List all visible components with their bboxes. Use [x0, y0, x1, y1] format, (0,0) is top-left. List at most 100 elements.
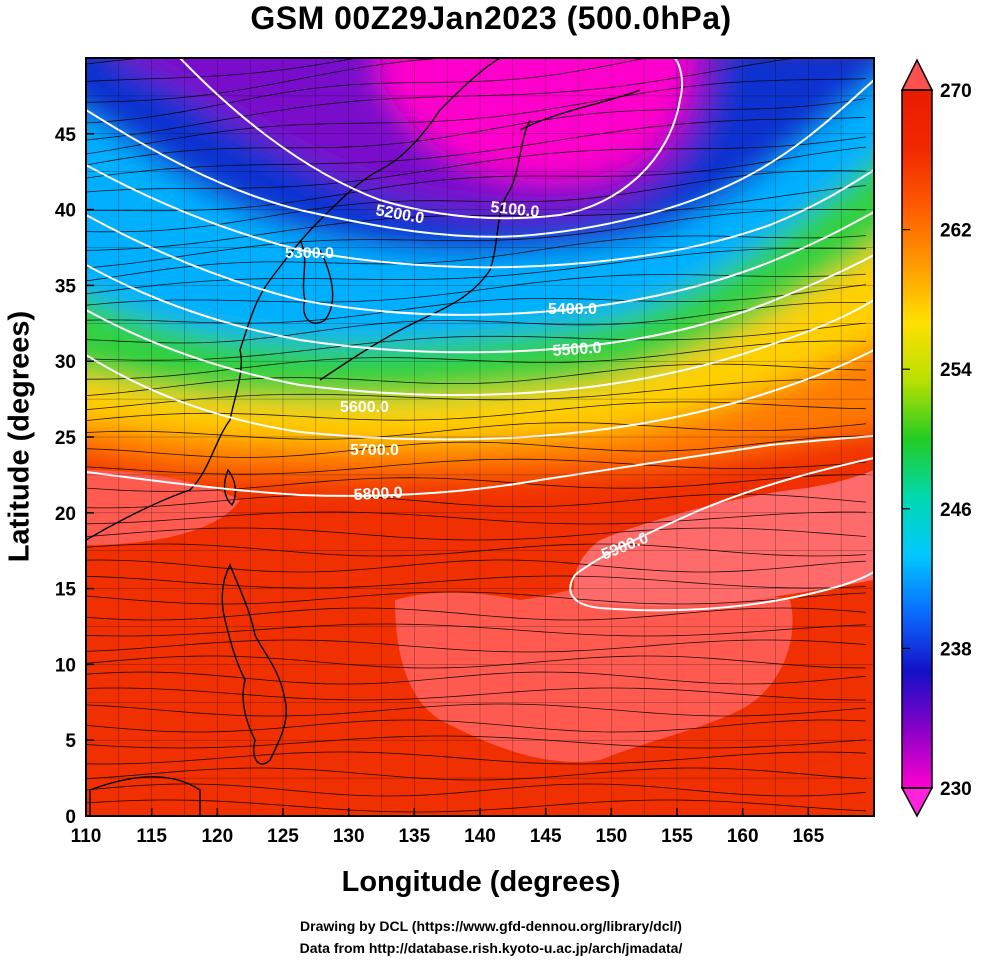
y-tick-label: 45	[55, 125, 77, 146]
x-tick-label: 115	[136, 826, 167, 847]
streamline	[86, 284, 867, 324]
contour-label-5600: 5600.0	[340, 399, 389, 416]
streamline	[86, 379, 867, 411]
colorbar-tick-label: 238	[940, 639, 972, 660]
contour-label-5800: 5800.0	[353, 484, 403, 504]
streamline	[86, 458, 867, 475]
contour-label-5500: 5500.0	[552, 340, 602, 360]
streamline	[86, 340, 867, 380]
temperature-field	[86, 58, 874, 816]
streamline	[86, 209, 867, 269]
streamline	[86, 146, 867, 212]
streamline	[86, 719, 867, 733]
y-tick-label: 0	[65, 807, 76, 828]
colorbar-tick-label: 270	[940, 81, 972, 102]
y-tick-label: 20	[55, 504, 76, 525]
streamline	[86, 703, 867, 717]
contour-5900	[569, 457, 874, 612]
streamline	[86, 78, 867, 155]
x-tick-label: 135	[398, 826, 430, 847]
contour-5600	[86, 299, 874, 397]
x-axis-title: Longitude (degrees)	[341, 866, 621, 898]
contour-5700	[86, 349, 874, 441]
figure-title: GSM 00Z29Jan2023 (500.0hPa)	[250, 0, 732, 36]
contour-5100	[179, 58, 684, 220]
x-tick-label: 120	[201, 826, 233, 847]
y-axis-ticks: 0 5 10 15 20 25 30 35 40 45	[55, 125, 94, 828]
y-tick-label: 10	[55, 655, 76, 676]
colorbar-tick-label: 262	[940, 221, 972, 242]
contour-5800	[86, 435, 874, 497]
x-tick-label: 130	[333, 826, 365, 847]
credit-data: Data from http://database.rish.kyoto-u.a…	[299, 940, 683, 956]
x-tick-label: 125	[267, 826, 299, 847]
coast-asia	[86, 58, 501, 541]
contour-label-5300: 5300.0	[285, 245, 334, 262]
streamline	[86, 493, 867, 509]
streamline	[86, 655, 867, 669]
colorbar-top-triangle	[900, 58, 934, 91]
streamline	[86, 511, 867, 525]
x-tick-label: 160	[727, 826, 759, 847]
y-axis-title: Latitude (degrees)	[3, 310, 36, 563]
coast-japan	[319, 119, 531, 381]
height-contours	[86, 58, 874, 612]
y-tick-label: 25	[55, 428, 77, 449]
streamline	[86, 302, 867, 344]
lat-lon-grid	[86, 58, 874, 816]
streamline	[86, 767, 867, 781]
streamline	[86, 735, 867, 749]
y-tick-label: 35	[55, 276, 77, 297]
warm-patch-east	[573, 470, 874, 607]
colorbar-tick-label: 254	[940, 360, 972, 381]
wind-streamlines	[86, 58, 867, 813]
colorbar-ticks: 270 262 254 246 238 230	[902, 81, 972, 800]
coast-borneo	[89, 776, 201, 816]
streamline	[86, 98, 867, 166]
streamline	[86, 363, 867, 396]
streamline	[86, 117, 867, 179]
streamline	[86, 751, 867, 765]
y-tick-label: 5	[65, 731, 76, 752]
y-tick-label: 30	[55, 352, 76, 373]
colorbar-frame	[901, 89, 933, 789]
colorbar-bottom-triangle	[900, 787, 934, 818]
contour-label-5100: 5100.0	[490, 199, 541, 221]
x-tick-label: 110	[71, 826, 102, 847]
streamline	[86, 247, 867, 295]
coastlines	[86, 58, 641, 816]
warm-patch-west	[86, 470, 240, 545]
streamline	[86, 58, 359, 82]
streamline	[86, 136, 867, 193]
x-tick-label: 145	[530, 826, 562, 847]
y-tick-label: 15	[55, 580, 77, 601]
streamline	[86, 591, 867, 605]
streamline	[86, 185, 867, 251]
contour-5200	[86, 79, 874, 238]
contour-5500	[86, 254, 874, 354]
coast-taiwan	[223, 468, 237, 507]
colorbar-tick-label: 230	[940, 779, 972, 800]
streamline	[86, 422, 867, 440]
contour-5400	[86, 211, 874, 316]
streamline	[86, 527, 867, 541]
streamline	[86, 623, 867, 637]
streamline	[86, 58, 649, 124]
streamline	[86, 671, 867, 685]
streamline	[86, 575, 867, 589]
x-tick-label: 165	[792, 826, 824, 847]
x-tick-label: 150	[595, 826, 627, 847]
x-axis-ticks: 110 115 120 125 130 135 140 145 150 155 160 165	[71, 808, 825, 847]
streamline	[86, 799, 867, 813]
streamline	[86, 639, 867, 653]
streamline	[86, 58, 149, 65]
contour-label-5400: 5400.0	[548, 301, 597, 318]
streamline	[86, 783, 867, 797]
colorbar-gradient	[902, 90, 932, 788]
contour-label-5700: 5700.0	[350, 442, 399, 459]
streamline	[86, 687, 866, 701]
streamline	[86, 607, 867, 621]
streamline	[86, 559, 867, 573]
